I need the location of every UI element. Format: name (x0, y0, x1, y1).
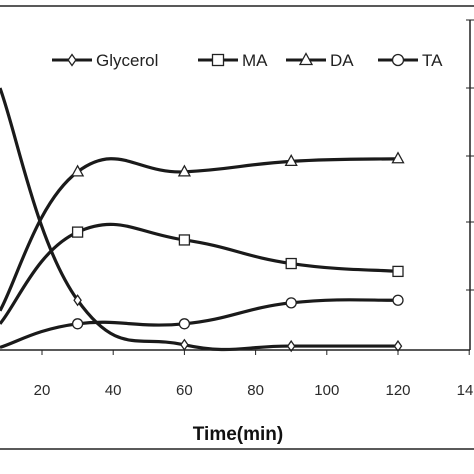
data-point-glycerol (286, 339, 296, 353)
series-da (0, 151, 405, 312)
x-axis: 20 40 60 80 100 120 140 (0, 19, 474, 399)
legend-item-ta: TA (378, 51, 443, 70)
data-point-ma (71, 226, 84, 238)
data-point-ma (178, 234, 191, 246)
legend-marker-ta (391, 53, 405, 67)
legend-label-ma: MA (242, 51, 268, 70)
data-point-da (284, 154, 298, 167)
x-axis-label: Time(min) (193, 424, 283, 445)
x-tick-label: 120 (385, 382, 410, 399)
x-tick-label: 100 (314, 382, 339, 399)
legend-item-da: DA (286, 51, 354, 70)
series-glycerol (0, 87, 403, 353)
legend-label-da: DA (330, 51, 354, 70)
data-point-ta (285, 297, 297, 309)
series-ta (0, 294, 404, 349)
series-line-glycerol (0, 87, 399, 352)
data-point-ta (178, 318, 191, 330)
legend-label-ta: TA (422, 51, 443, 70)
data-point-ta (392, 294, 404, 306)
data-point-glycerol (73, 294, 82, 307)
data-point-da (177, 164, 191, 177)
data-point-ma (285, 257, 297, 270)
data-point-ta (71, 318, 84, 330)
data-point-ma (392, 265, 404, 278)
legend-item-glycerol: Glycerol (52, 51, 158, 70)
data-point-da (391, 151, 405, 164)
data-point-da (71, 164, 85, 177)
legend-item-ma: MA (198, 51, 268, 70)
legend-marker-da (298, 52, 314, 66)
x-tick-label: 60 (176, 382, 193, 399)
plot-frame (0, 5, 474, 450)
x-tick-label: 40 (105, 382, 122, 399)
x-tick-label: 20 (34, 382, 51, 399)
x-tick-label: 80 (247, 382, 264, 399)
legend: Glycerol MA DA TA (52, 51, 443, 70)
legend-label-glycerol: Glycerol (96, 51, 158, 70)
series-line-da (0, 157, 399, 312)
series-ma (0, 222, 404, 325)
plot-area (0, 87, 405, 353)
x-tick-label: 140 (457, 382, 474, 399)
legend-marker-ma (211, 53, 225, 67)
legend-marker-glycerol (67, 53, 77, 67)
